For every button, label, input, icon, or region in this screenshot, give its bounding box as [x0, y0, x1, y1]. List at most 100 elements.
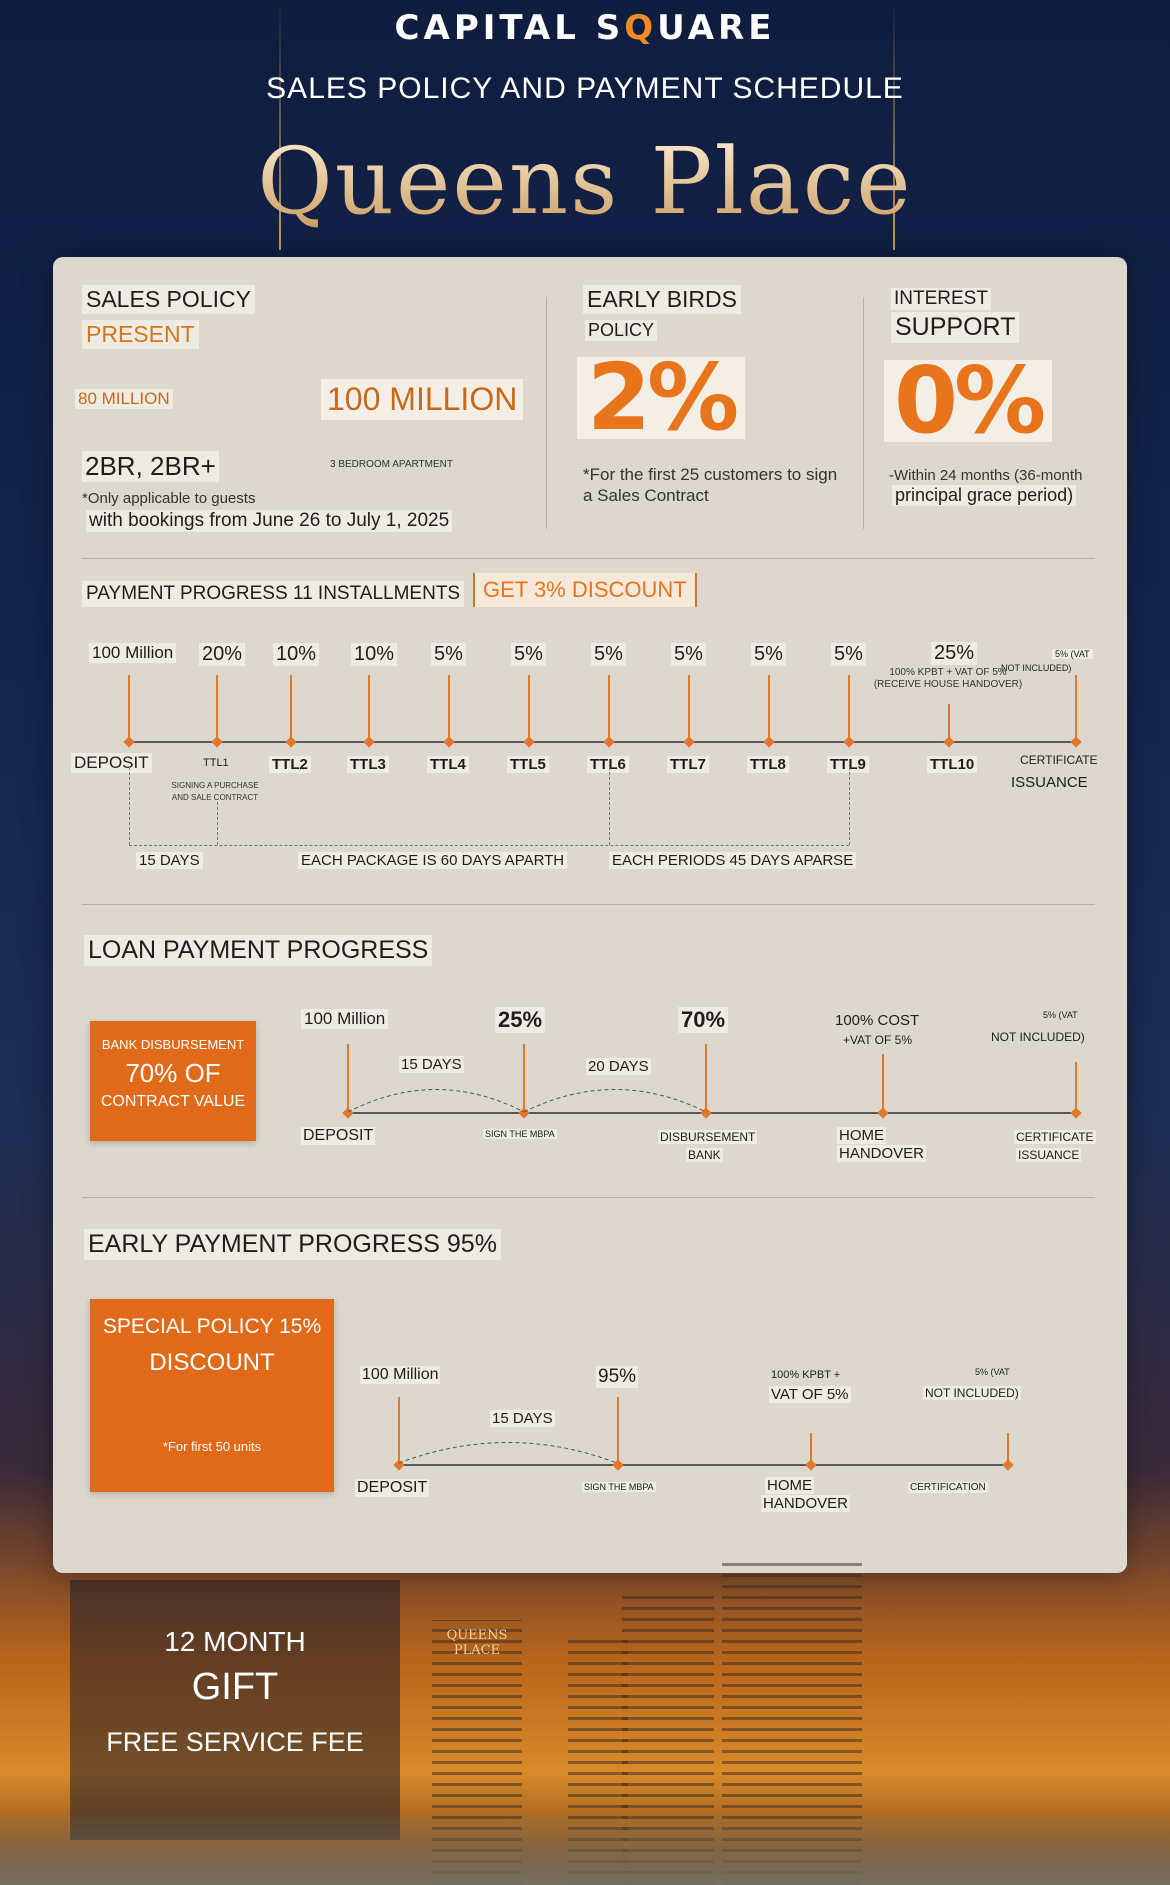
timeline-tick	[882, 1054, 884, 1112]
stage-label-line2: ISSUANCE	[1011, 774, 1088, 791]
policy-note-2: with bookings from June 26 to July 1, 20…	[86, 510, 453, 532]
interval-line	[129, 845, 849, 846]
gift-line-3: FREE SERVICE FEE	[106, 1727, 364, 1757]
installment-amount: 100 Million	[89, 643, 177, 663]
timeline-marker	[763, 736, 775, 748]
timeline-axis	[348, 1112, 1076, 1114]
decor-line-left	[279, 0, 281, 250]
timeline-marker	[123, 736, 135, 748]
box-line-1: BANK DISBURSEMENT	[101, 1037, 245, 1052]
new-price: 100 MILLION	[321, 379, 524, 420]
timeline-tick	[617, 1397, 619, 1464]
installment-amount: 5%	[511, 643, 546, 666]
payment-progress-heading: PAYMENT PROGRESS 11 INSTALLMENTS	[82, 581, 465, 607]
ep-amount-sub: VAT OF 5%	[769, 1386, 851, 1403]
timeline-tick	[448, 675, 450, 741]
ttl1-note: SIGNING A PURCHASE AND SALE CONTRACT	[171, 781, 259, 802]
interest-note-1: -Within 24 months (36-month	[889, 467, 1083, 484]
stage-label: TTL6	[587, 756, 629, 773]
stage-label: DEPOSIT	[71, 753, 152, 773]
timeline-tick	[1075, 1062, 1077, 1112]
unit-desc: 3 BEDROOM APARTMENT	[330, 459, 453, 470]
box-note: *For first 50 units	[162, 1439, 262, 1454]
timeline-tick	[290, 675, 292, 741]
ep-stage: CERTIFICATION	[908, 1482, 988, 1493]
special-policy-box: SPECIAL POLICY 15% DISCOUNT *For first 5…	[90, 1299, 334, 1492]
policy-note-1: *Only applicable to guests	[82, 490, 256, 507]
interval-label: 15 DAYS	[399, 1056, 464, 1073]
loan-amount: 25%	[495, 1007, 546, 1033]
interval-label: EACH PACKAGE IS 60 DAYS APARTH	[298, 852, 568, 869]
installment-amount: 5%	[751, 643, 786, 666]
loan-interval-arcs	[347, 1089, 707, 1113]
stage-label: TTL2	[269, 756, 311, 773]
interval-label: 20 DAYS	[586, 1058, 651, 1075]
installment-amount: 5%	[831, 643, 866, 666]
timeline-marker	[843, 736, 855, 748]
stage-label: TTL7	[667, 756, 709, 773]
timeline-tick	[948, 704, 950, 741]
interval-arc	[398, 1442, 618, 1464]
early-birds-sub: POLICY	[585, 320, 658, 341]
ep-amount-sub: NOT INCLUDED)	[923, 1386, 1021, 1400]
timeline-axis	[399, 1464, 1008, 1466]
ep-amount: 100 Million	[360, 1366, 441, 1384]
installment-amount: 5% (VAT	[1052, 649, 1093, 659]
divider	[863, 297, 864, 529]
loan-stage: CERTIFICATE	[1014, 1130, 1096, 1144]
loan-stage: DEPOSIT	[301, 1127, 376, 1145]
timeline-marker	[1070, 1107, 1082, 1119]
loan-stage-line2: BANK	[686, 1148, 723, 1162]
loan-stage: SIGN THE MBPA	[483, 1129, 557, 1139]
timeline-tick	[347, 1044, 349, 1112]
timeline-marker	[805, 1459, 817, 1471]
timeline-marker	[363, 736, 375, 748]
gift-line-1: 12 MONTH	[164, 1626, 306, 1657]
interest-sub: SUPPORT	[891, 312, 1020, 343]
timeline-tick	[1007, 1433, 1009, 1464]
timeline-tick	[216, 675, 218, 741]
timeline-tick	[128, 675, 130, 741]
ep-amount: 5% (VAT	[975, 1367, 1010, 1377]
divider	[82, 904, 1095, 905]
early-birds-note: *For the first 25 customers to sign a Sa…	[583, 465, 838, 505]
loan-amount: 100 Million	[301, 1009, 389, 1029]
stage-label: TTL8	[747, 756, 789, 773]
loan-stage-line2: HANDOVER	[837, 1145, 927, 1162]
timeline-marker	[877, 1107, 889, 1119]
early-payment-heading: EARLY PAYMENT PROGRESS 95%	[84, 1229, 501, 1260]
loan-amount-sub: NOT INCLUDED)	[991, 1030, 1085, 1044]
timeline-tick	[768, 675, 770, 741]
timeline-tick	[705, 1044, 707, 1112]
installment-amount: 5%	[431, 643, 466, 666]
loan-heading: LOAN PAYMENT PROGRESS	[84, 935, 433, 966]
old-price: 80 MILLION	[75, 389, 173, 409]
stage-label: TTL5	[507, 756, 549, 773]
loan-amount: 70%	[678, 1007, 729, 1033]
installment-amount: 10%	[351, 643, 398, 666]
divider	[82, 558, 1095, 559]
timeline-marker	[523, 736, 535, 748]
present-label: PRESENT	[82, 320, 199, 349]
ep-stage: SIGN THE MBPA	[582, 1482, 656, 1492]
timeline-marker	[1070, 736, 1082, 748]
ttl10-note: 100% KPBT + VAT OF 5% (RECEIVE HOUSE HAN…	[873, 667, 1023, 690]
timeline-tick	[608, 675, 610, 741]
timeline-tick	[398, 1397, 400, 1464]
installment-amount: 20%	[199, 643, 246, 666]
vat-note: NOT INCLUDED)	[1001, 663, 1072, 673]
box-line-2: 70% OF	[125, 1058, 221, 1088]
ep-amount: 100% KPBT +	[771, 1369, 841, 1381]
timeline-axis	[129, 741, 1076, 743]
ep-stage: DEPOSIT	[355, 1479, 430, 1497]
interval-line	[129, 767, 130, 845]
unit-types: 2BR, 2BR+	[82, 451, 219, 482]
timeline-marker	[1002, 1459, 1014, 1471]
interval-label: EACH PERIODS 45 DAYS APARSE	[609, 852, 857, 869]
discount-badge: GET 3% DISCOUNT	[473, 573, 697, 607]
ep-stage: HOME	[765, 1477, 814, 1494]
divider	[546, 297, 547, 529]
early-birds-value: 2%	[577, 352, 746, 444]
installment-amount: 5%	[671, 643, 706, 666]
timeline-marker	[443, 736, 455, 748]
